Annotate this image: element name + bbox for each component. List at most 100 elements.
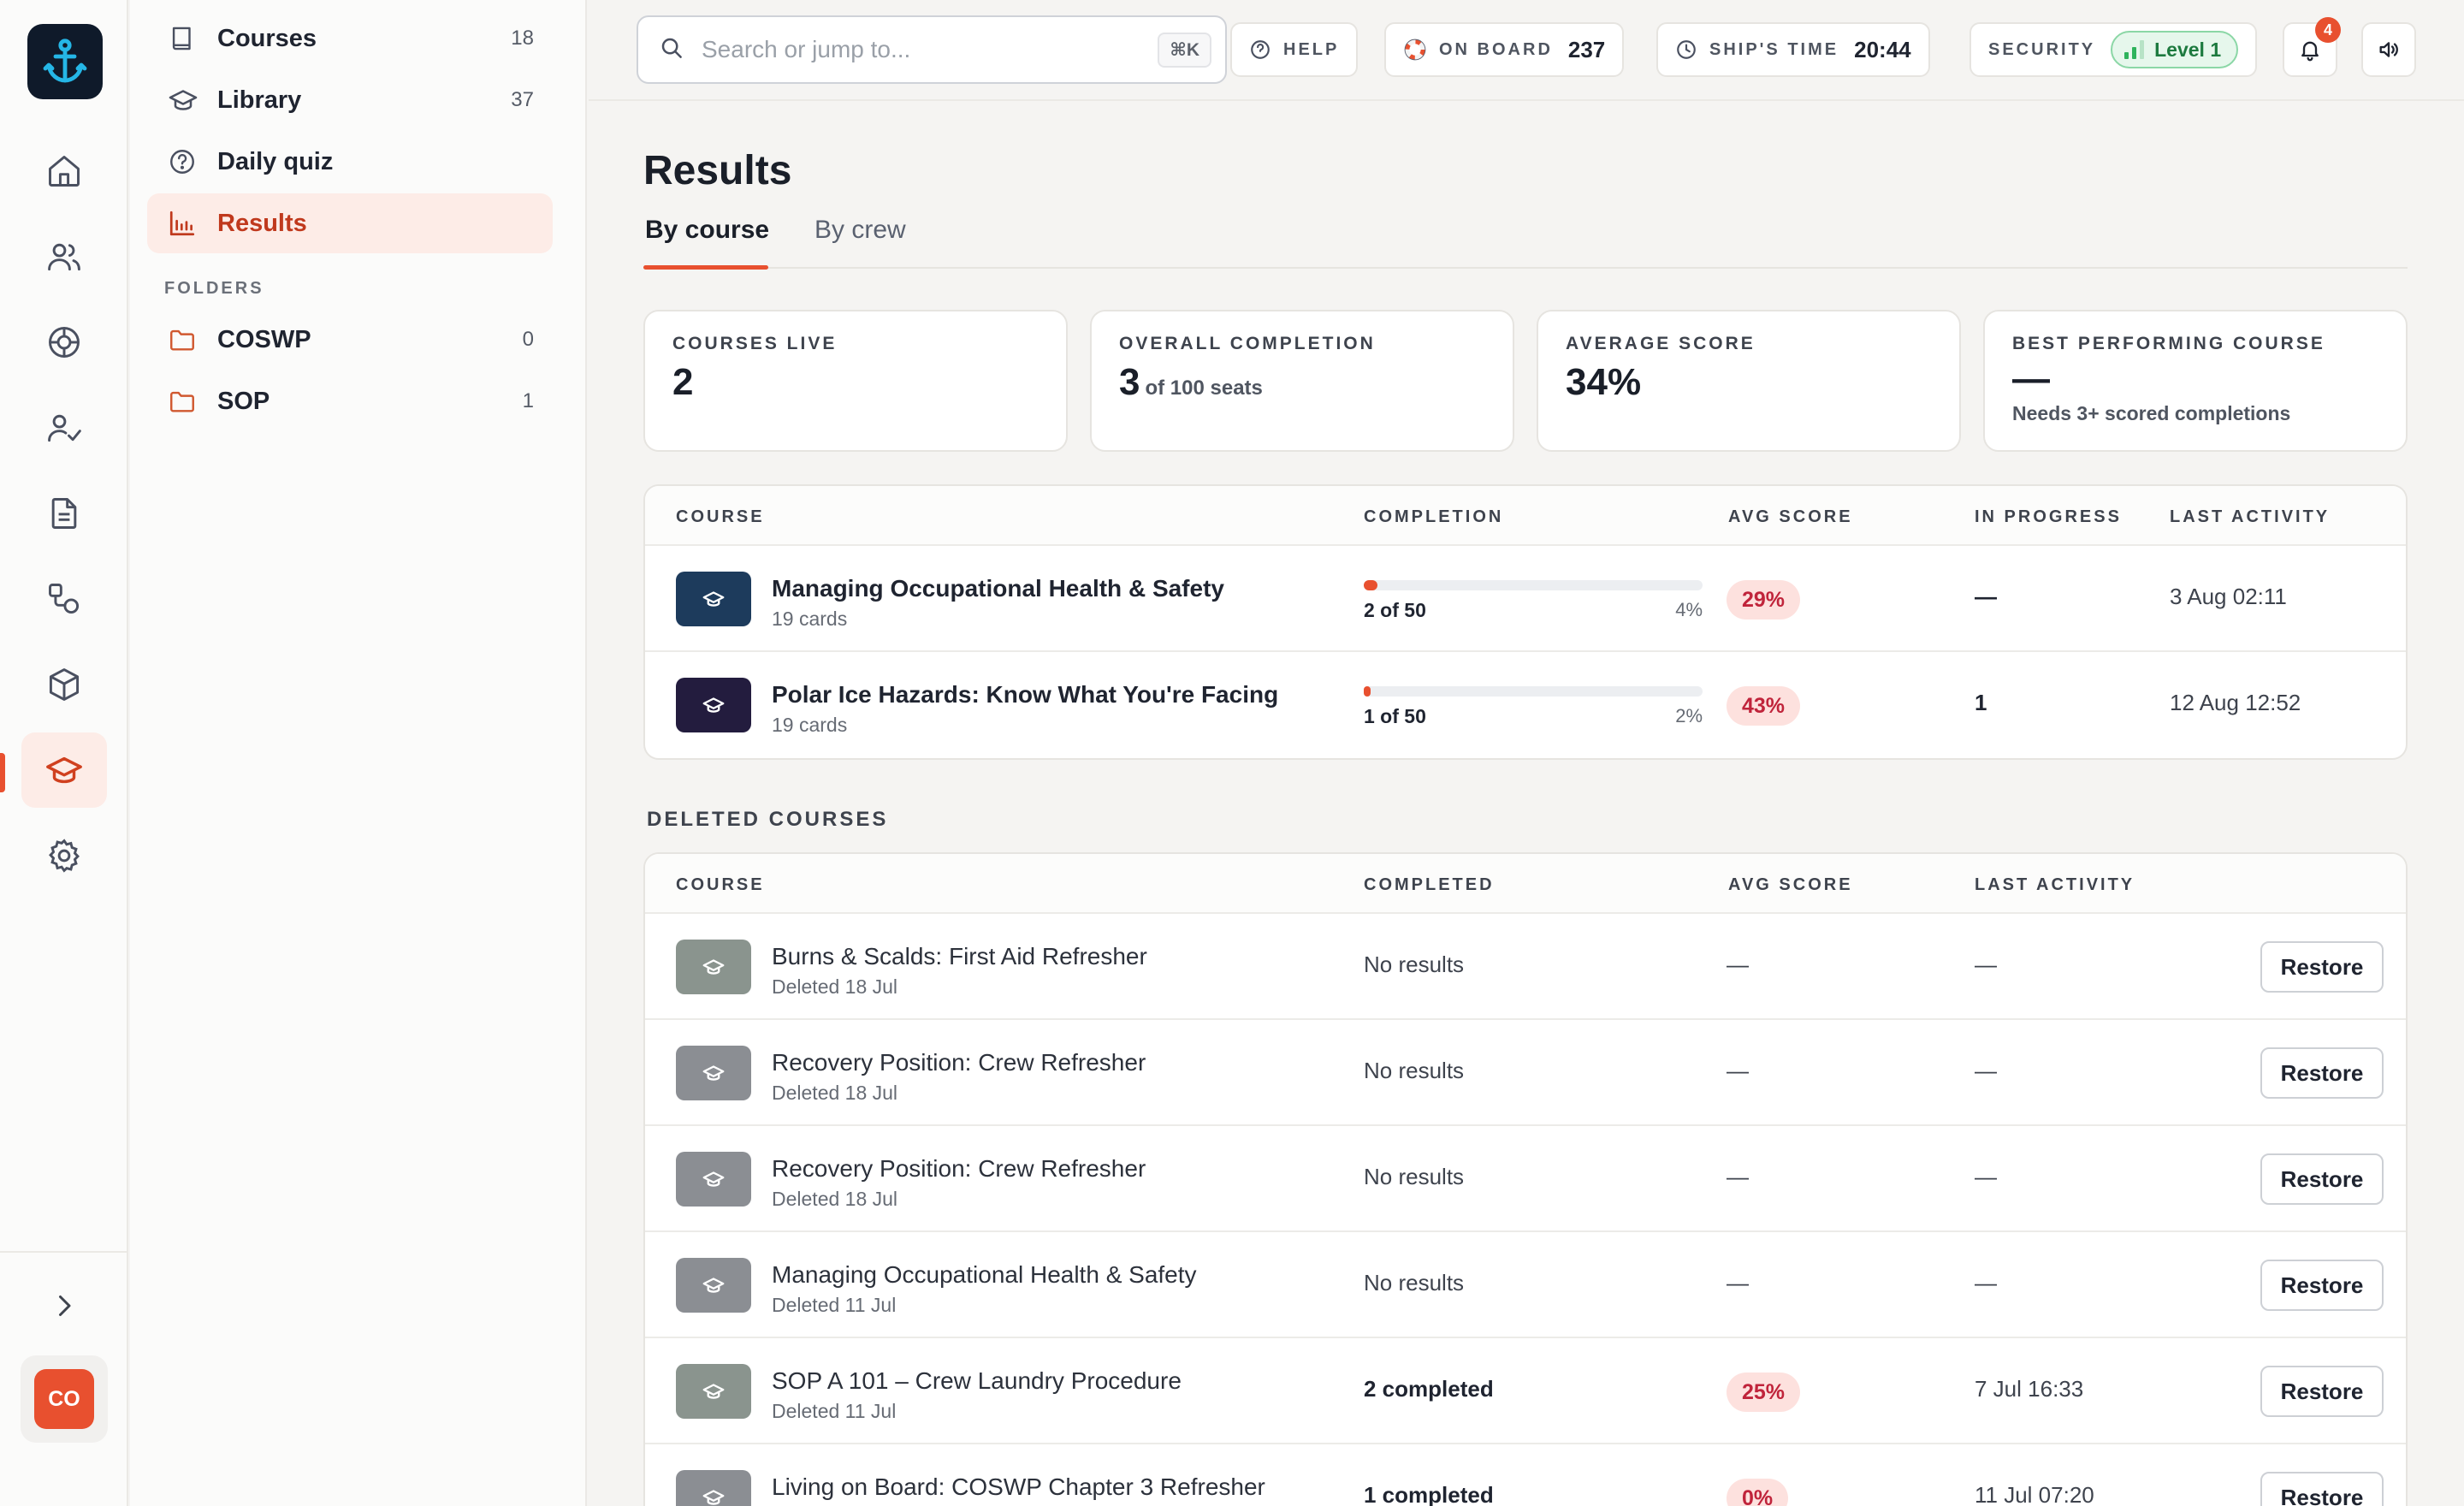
table-row: Recovery Position: Crew Refresher Deleted… [645,1126,2406,1232]
stat-label: OVERALL COMPLETION [1119,334,1376,353]
table-row[interactable]: Managing Occupational Health & Safety 19 … [645,546,2406,652]
subnav-item-library[interactable]: Library 37 [147,70,553,130]
completed-count: No results [1364,1058,1465,1083]
completion-progress-bar [1364,580,1703,590]
help-button[interactable]: HELP [1230,22,1359,77]
course-thumbnail [676,940,751,994]
course-results-table: COURSE COMPLETION AVG SCORE IN PROGRESS … [643,484,2408,760]
completion-count: 2 of 50 [1364,599,1426,621]
tab-by-course[interactable]: By course [645,216,770,244]
column-header: COURSE [676,875,765,894]
avg-score: — [1727,1270,1749,1296]
completed-count: 1 completed [1364,1482,1494,1506]
table-body: Managing Occupational Health & Safety 19 … [645,546,2406,758]
deleted-date: Deleted 18 Jul [772,1082,898,1104]
table-row: Recovery Position: Crew Refresher Deleted… [645,1020,2406,1126]
restore-button[interactable]: Restore [2260,1260,2384,1311]
on-board-indicator[interactable]: ON BOARD 237 [1384,22,1625,77]
search-shortcut: ⌘K [1158,32,1211,68]
subnav-item-label: Daily quiz [217,147,334,175]
question-circle-icon [168,147,207,176]
course-thumbnail [676,1046,751,1100]
completed-count: 2 completed [1364,1376,1494,1402]
document-icon[interactable] [21,476,107,551]
last-activity: 7 Jul 16:33 [1975,1376,2084,1402]
folder-item-sop[interactable]: SOP 1 [147,371,553,431]
bell-icon [2301,41,2319,62]
folder-item-coswp[interactable]: COSWP 0 [147,310,553,370]
stat-note: Needs 3+ scored completions [2012,402,2291,424]
training-icon[interactable] [21,732,107,808]
security-label: SECURITY [1988,39,2096,59]
stat-value: — [2012,358,2050,400]
lifebuoy-icon [1403,38,1427,62]
table-header: COURSE COMPLETED AVG SCORE LAST ACTIVITY [645,854,2406,914]
notifications-button[interactable]: 4 [2283,17,2341,77]
subnav-item-daily-quiz[interactable]: Daily quiz [147,132,553,192]
subnav-item-courses[interactable]: Courses 18 [147,9,553,68]
tab-by-crew[interactable]: By crew [814,216,906,244]
course-name: Recovery Position: Crew Refresher [772,1049,1146,1076]
graduation-cap-icon [168,85,207,116]
home-icon[interactable] [21,133,107,209]
restore-button[interactable]: Restore [2260,1047,2384,1099]
folder-icon [168,387,207,416]
restore-button[interactable]: Restore [2260,1366,2384,1417]
column-header: AVG SCORE [1728,507,1853,526]
on-board-label: ON BOARD [1439,39,1553,59]
course-thumbnail [676,1364,751,1419]
table-row[interactable]: Polar Ice Hazards: Know What You're Faci… [645,652,2406,758]
security-indicator[interactable]: SECURITY Level 1 [1969,22,2258,77]
icon-rail: CO [0,0,128,1506]
active-tab-underline [643,265,768,270]
course-name[interactable]: Managing Occupational Health & Safety [772,575,1224,602]
bar-chart-icon [168,209,207,238]
graduation-cap-icon [702,1278,725,1293]
course-thumbnail [676,1258,751,1313]
security-level-value: Level 1 [2154,38,2222,61]
stat-card-best-course: BEST PERFORMING COURSE — Needs 3+ scored… [1983,310,2408,452]
table-row: Managing Occupational Health & Safety Del… [645,1232,2406,1338]
completion-count: 1 of 50 [1364,705,1426,727]
completion-progress-fill [1364,580,1377,590]
table-header: COURSE COMPLETION AVG SCORE IN PROGRESS … [645,486,2406,546]
subnav-item-results[interactable]: Results [147,193,553,253]
on-board-value: 237 [1567,36,1606,62]
last-activity: — [1975,1270,1997,1296]
completion-percent: 4% [1675,599,1703,620]
graduation-cap-icon [702,697,725,713]
clock-icon [1675,39,1697,61]
completion-percent: 2% [1675,705,1703,726]
table-row: SOP A 101 – Crew Laundry Procedure Delete… [645,1338,2406,1444]
chevron-right-icon[interactable] [21,1268,107,1343]
restore-button[interactable]: Restore [2260,1472,2384,1506]
avatar-container[interactable]: CO [21,1355,108,1443]
last-activity: 12 Aug 12:52 [2170,690,2301,715]
deleted-date: Deleted 11 Jul [772,1400,897,1422]
completion-count: 3 [1119,361,1140,403]
settings-icon[interactable] [21,818,107,893]
avatar[interactable]: CO [34,1369,94,1429]
search-icon [659,35,684,65]
crew-check-icon[interactable] [21,390,107,465]
security-level-badge: Level 1 [2111,31,2239,68]
graduation-cap-icon [702,1171,725,1187]
sound-button[interactable] [2361,22,2416,77]
lifebuoy-icon[interactable] [21,305,107,380]
help-label: HELP [1283,39,1340,59]
package-icon[interactable] [21,647,107,722]
rail-divider [0,1251,128,1253]
last-activity: — [1975,1164,1997,1189]
search-input[interactable]: Search or jump to... ⌘K [637,15,1227,84]
course-name[interactable]: Polar Ice Hazards: Know What You're Faci… [772,681,1279,708]
restore-button[interactable]: Restore [2260,1153,2384,1205]
anchor-logo-icon[interactable] [27,24,103,99]
course-thumbnail [676,678,751,732]
restore-button[interactable]: Restore [2260,941,2384,993]
crew-icon[interactable] [21,219,107,294]
subnav-item-label: Courses [217,24,317,52]
graduation-cap-icon [702,1065,725,1081]
workflow-icon[interactable] [21,561,107,637]
folder-count: 0 [522,328,534,351]
stat-value: 3 of 100 seats [1119,361,1485,404]
